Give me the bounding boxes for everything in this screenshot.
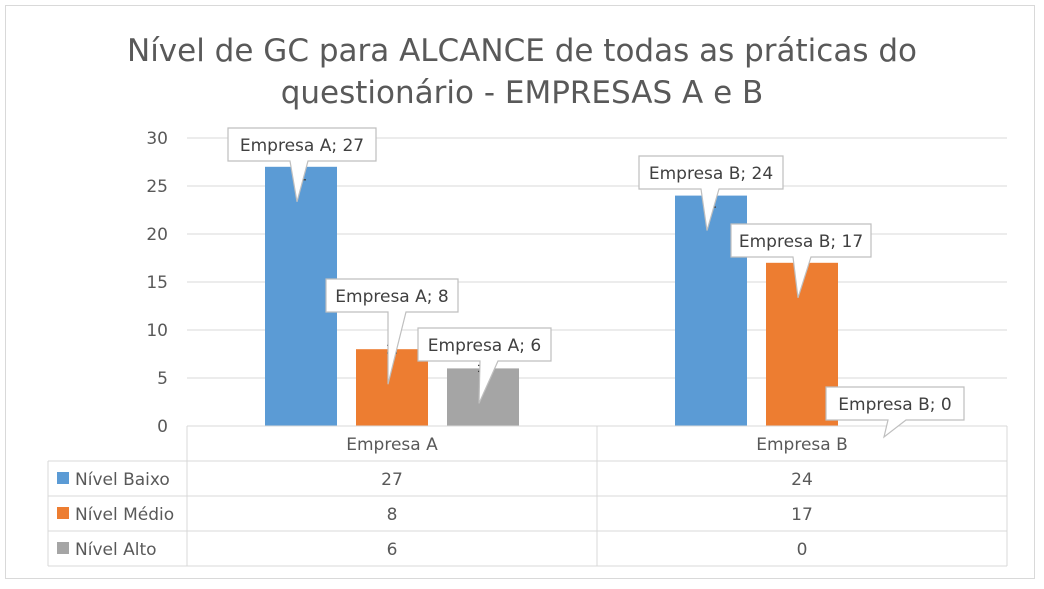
y-tick-label: 0: [157, 417, 168, 437]
data-label-callout: [325, 278, 459, 385]
data-label-callout: [825, 386, 965, 439]
chart-title: Nível de GC para ALCANCE de todas as prá…: [127, 33, 917, 111]
data-label: Empresa B; 17: [739, 232, 863, 252]
data-label: Empresa B; 0: [838, 395, 951, 415]
legend-label: Nível Alto: [75, 540, 157, 560]
bar: [265, 166, 337, 427]
x-tick-label: Empresa B: [756, 435, 848, 455]
y-tick-label: 20: [146, 225, 168, 245]
data-label-callout: [227, 127, 377, 202]
table-cell-value: 27: [381, 470, 403, 490]
y-tick-label: 15: [146, 273, 168, 293]
x-tick-label: Empresa A: [346, 435, 438, 455]
legend-label: Nível Baixo: [75, 470, 170, 490]
data-label: Empresa B; 24: [649, 164, 773, 184]
legend-swatch: [57, 472, 69, 484]
table-cell-value: 17: [791, 505, 813, 525]
legend-swatch: [57, 507, 69, 519]
legend-swatch: [57, 542, 69, 554]
y-tick-label: 5: [157, 369, 168, 389]
table-cell-value: 24: [791, 470, 813, 490]
data-label: Empresa A; 6: [428, 336, 541, 356]
table-cell-value: 6: [387, 540, 398, 560]
table-cell-value: 0: [797, 540, 808, 560]
data-label-callout: [638, 155, 784, 231]
data-label-callout: [417, 327, 552, 404]
table-cell-value: 8: [387, 505, 398, 525]
data-label: Empresa A; 27: [240, 136, 364, 156]
y-tick-label: 25: [146, 177, 168, 197]
data-label: Empresa A; 8: [335, 287, 448, 307]
y-tick-label: 10: [146, 321, 168, 341]
y-tick-label: 30: [146, 129, 168, 149]
chart-frame: [5, 5, 1035, 579]
data-label-callout: [730, 223, 872, 298]
legend-label: Nível Médio: [75, 505, 174, 525]
